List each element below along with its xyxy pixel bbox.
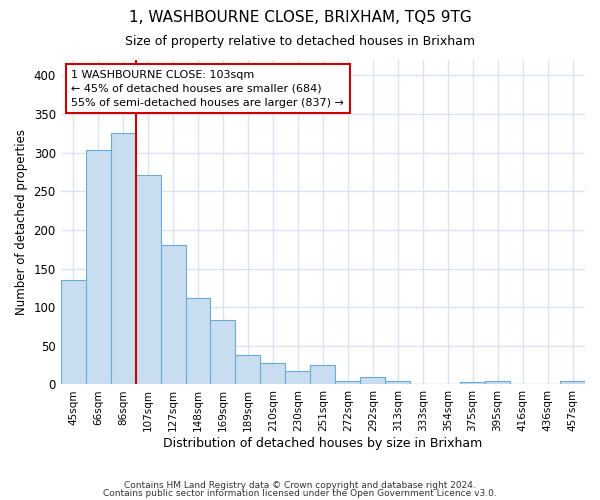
Bar [61, 280, 86, 384]
Bar [310, 365, 335, 384]
Bar [286, 372, 310, 384]
Bar [211, 320, 235, 384]
Bar [136, 175, 161, 384]
Text: Size of property relative to detached houses in Brixham: Size of property relative to detached ho… [125, 35, 475, 48]
Bar [185, 298, 211, 384]
Text: Contains HM Land Registry data © Crown copyright and database right 2024.: Contains HM Land Registry data © Crown c… [124, 481, 476, 490]
Bar [335, 382, 360, 384]
X-axis label: Distribution of detached houses by size in Brixham: Distribution of detached houses by size … [163, 437, 482, 450]
Bar [86, 150, 110, 384]
Bar [560, 380, 585, 384]
Text: 1, WASHBOURNE CLOSE, BRIXHAM, TQ5 9TG: 1, WASHBOURNE CLOSE, BRIXHAM, TQ5 9TG [128, 10, 472, 25]
Bar [110, 134, 136, 384]
Y-axis label: Number of detached properties: Number of detached properties [15, 129, 28, 315]
Bar [360, 376, 385, 384]
Bar [260, 363, 286, 384]
Bar [460, 382, 485, 384]
Bar [385, 380, 410, 384]
Bar [161, 244, 185, 384]
Bar [235, 355, 260, 384]
Text: Contains public sector information licensed under the Open Government Licence v3: Contains public sector information licen… [103, 488, 497, 498]
Bar [485, 380, 510, 384]
Text: 1 WASHBOURNE CLOSE: 103sqm
← 45% of detached houses are smaller (684)
55% of sem: 1 WASHBOURNE CLOSE: 103sqm ← 45% of deta… [71, 70, 344, 108]
